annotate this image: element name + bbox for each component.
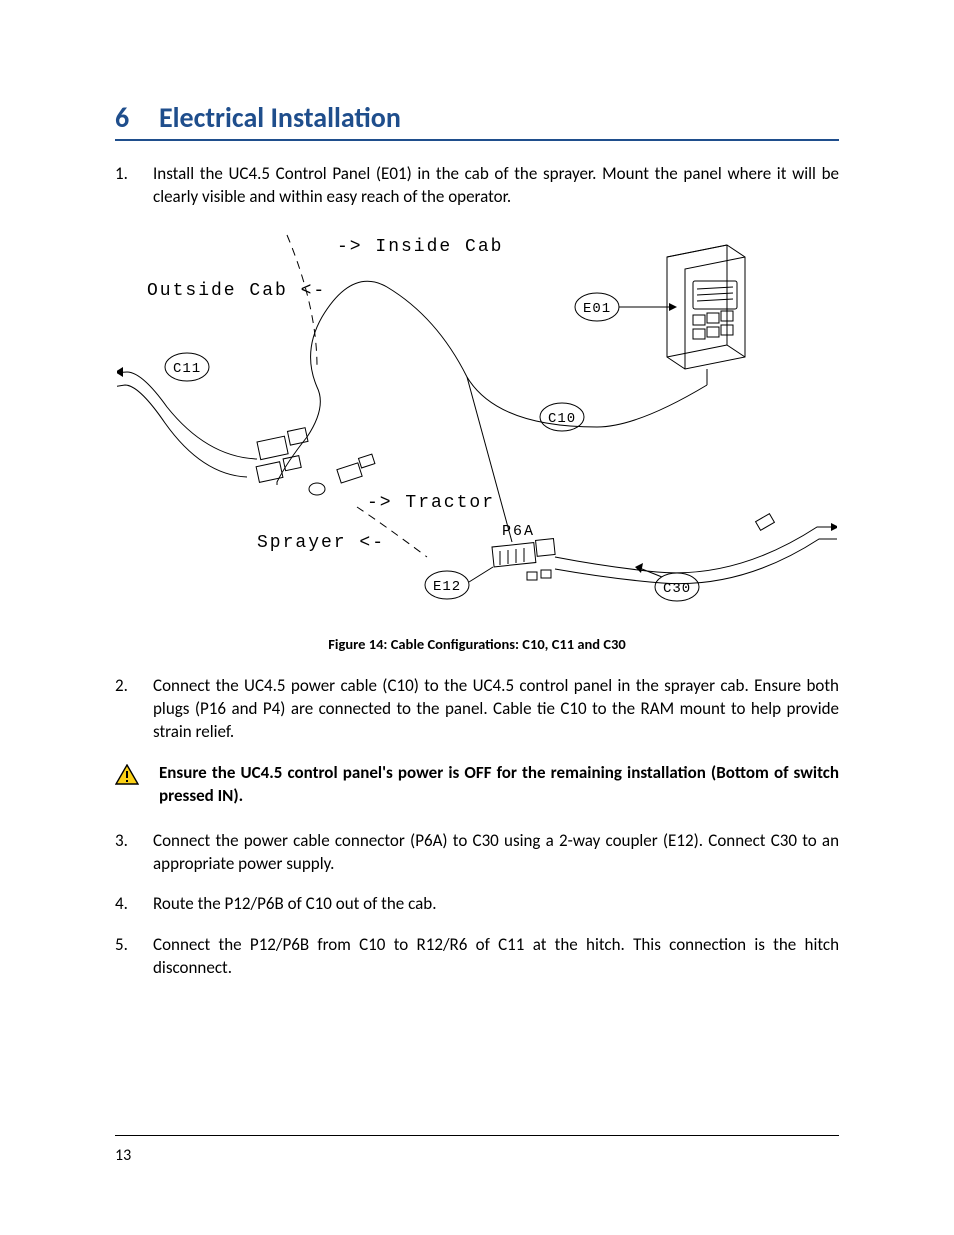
step-5: 5. Connect the P12/P6B from C10 to R12/R…: [115, 934, 839, 980]
label-sprayer: Sprayer <-: [257, 533, 385, 553]
step-text: Connect the P12/P6B from C10 to R12/R6 o…: [153, 934, 839, 980]
label-c11: C11: [173, 361, 201, 377]
coupler-plugs-icon: [527, 570, 551, 580]
step-number: 2.: [115, 675, 153, 744]
cable-diagram: -> Inside Cab Outside Cab <-: [117, 227, 837, 627]
label-c30: C30: [663, 581, 691, 597]
warning-text: Ensure the UC4.5 control panel's power i…: [159, 762, 839, 808]
step-number: 1.: [115, 163, 153, 209]
step-text: Install the UC4.5 Control Panel (E01) in…: [153, 163, 839, 209]
step-2: 2. Connect the UC4.5 power cable (C10) t…: [115, 675, 839, 744]
label-c10: C10: [548, 411, 576, 427]
connector-mid-icon: [309, 454, 375, 495]
section-header: 6 Electrical Installation: [115, 100, 839, 141]
step-number: 3.: [115, 830, 153, 876]
step-text: Route the P12/P6B of C10 out of the cab.: [153, 893, 839, 916]
step-1: 1. Install the UC4.5 Control Panel (E01)…: [115, 163, 839, 209]
label-inside-cab: -> Inside Cab: [337, 237, 503, 257]
coupler-e12-icon: [492, 538, 555, 566]
section-title: Electrical Installation: [159, 100, 401, 135]
step-3: 3. Connect the power cable connector (P6…: [115, 830, 839, 876]
label-tractor: -> Tractor: [367, 493, 495, 513]
figure-14: -> Inside Cab Outside Cab <-: [115, 227, 839, 653]
step-number: 4.: [115, 893, 153, 916]
section-number: 6: [115, 100, 135, 135]
label-p6a: P6A: [502, 523, 535, 540]
label-outside-cab: Outside Cab <-: [147, 281, 326, 301]
step-4: 4. Route the P12/P6B of C10 out of the c…: [115, 893, 839, 916]
label-e01: E01: [583, 301, 611, 317]
warning-icon: [115, 762, 159, 791]
page-footer: 13: [115, 1135, 839, 1165]
label-e12: E12: [433, 579, 461, 595]
step-number: 5.: [115, 934, 153, 980]
step-text: Connect the UC4.5 power cable (C10) to t…: [153, 675, 839, 744]
warning-block: Ensure the UC4.5 control panel's power i…: [115, 762, 839, 808]
page-number: 13: [115, 1146, 131, 1165]
connector-left-icon: [256, 428, 308, 483]
figure-caption: Figure 14: Cable Configurations: C10, C1…: [115, 635, 839, 653]
control-panel-icon: [667, 245, 745, 385]
step-text: Connect the power cable connector (P6A) …: [153, 830, 839, 876]
